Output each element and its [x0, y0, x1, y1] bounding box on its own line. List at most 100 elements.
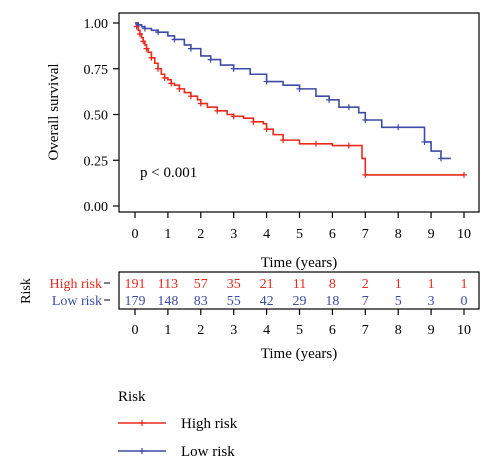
- censor-mark: [326, 96, 333, 103]
- x-tick-label: 6: [329, 227, 336, 242]
- risk-count: 18: [325, 294, 339, 309]
- x-tick-label: 7: [362, 227, 369, 242]
- x-tick-label: 0: [132, 227, 139, 242]
- risk-x-ticks: 0 1 2 3 4 5 6 7 8 9 10: [132, 309, 471, 338]
- censor-mark: [148, 54, 155, 61]
- x-tick-label: 7: [362, 323, 369, 338]
- censor-mark: [230, 65, 237, 72]
- survival-curve-low-risk: [135, 22, 451, 160]
- risk-count: 8: [329, 277, 336, 292]
- km-x-axis-label: Time (years): [261, 255, 338, 271]
- x-tick-label: 4: [263, 227, 270, 242]
- censor-mark: [187, 93, 194, 100]
- risk-count: 21: [260, 277, 274, 292]
- x-tick-label: 2: [197, 227, 204, 242]
- x-tick-label: 9: [428, 323, 435, 338]
- survival-curve-high-risk: [135, 22, 464, 176]
- x-tick-label: 2: [197, 323, 204, 338]
- censor-mark: [362, 171, 369, 178]
- legend-censor-mark: [139, 448, 145, 454]
- y-tick-label: 1.00: [84, 17, 109, 32]
- censor-mark: [395, 124, 402, 131]
- x-tick-label: 3: [230, 323, 237, 338]
- censor-mark: [421, 138, 428, 145]
- censor-mark: [296, 85, 303, 92]
- censor-mark: [176, 85, 183, 92]
- x-tick-label: 0: [132, 323, 139, 338]
- censor-mark: [312, 140, 319, 147]
- censor-mark: [136, 30, 143, 37]
- censor-mark: [135, 21, 142, 28]
- x-tick-label: 6: [329, 323, 336, 338]
- risk-row-label: Low risk: [52, 294, 102, 309]
- p-value-annotation: p < 0.001: [140, 165, 197, 181]
- x-tick-label: 8: [395, 227, 402, 242]
- km-y-ticks: 0.00 0.25 0.50 0.75 1.00: [84, 17, 119, 215]
- censor-mark: [345, 104, 352, 111]
- risk-count: 0: [461, 294, 468, 309]
- censor-mark: [197, 100, 204, 107]
- legend: Risk High risk Low risk: [118, 389, 238, 460]
- risk-count: 29: [293, 294, 307, 309]
- risk-count: 1: [428, 277, 435, 292]
- risk-count: 42: [260, 294, 274, 309]
- censor-mark: [230, 113, 237, 120]
- risk-table-title: Risk: [19, 278, 34, 304]
- risk-count: 55: [227, 294, 241, 309]
- risk-count: 148: [157, 294, 178, 309]
- y-tick-label: 0.75: [84, 63, 109, 78]
- censor-mark: [437, 155, 444, 162]
- x-tick-label: 8: [395, 323, 402, 338]
- risk-count: 11: [293, 277, 306, 292]
- km-x-ticks: 0 1 2 3 4 5 6 7 8 9 10: [132, 212, 471, 242]
- censor-mark: [207, 56, 214, 63]
- risk-count: 179: [125, 294, 146, 309]
- km-y-axis-label: Overall survival: [46, 63, 62, 160]
- censor-mark: [263, 78, 270, 85]
- risk-count: 1: [395, 277, 402, 292]
- censor-mark: [187, 45, 194, 52]
- y-tick-label: 0.25: [84, 154, 109, 169]
- x-tick-label: 5: [296, 227, 303, 242]
- risk-count: 83: [194, 294, 208, 309]
- y-tick-label: 0.00: [84, 200, 109, 215]
- censor-mark: [155, 29, 162, 36]
- censor-mark: [171, 36, 178, 43]
- censor-mark: [155, 65, 162, 72]
- risk-count: 57: [194, 277, 208, 292]
- censor-mark: [280, 137, 287, 144]
- censor-mark: [250, 118, 257, 125]
- censor-mark: [168, 80, 175, 87]
- risk-count: 2: [362, 277, 369, 292]
- x-tick-label: 10: [457, 227, 471, 242]
- censor-mark: [362, 116, 369, 123]
- censor-mark: [140, 38, 147, 45]
- censor-mark: [141, 25, 148, 32]
- censor-mark: [263, 126, 270, 133]
- risk-x-axis-label: Time (years): [261, 346, 338, 362]
- km-plot-frame: [118, 12, 480, 213]
- censor-mark: [461, 171, 467, 178]
- risk-count: 113: [158, 277, 178, 292]
- risk-count: 191: [125, 277, 146, 292]
- legend-title: Risk: [118, 389, 146, 405]
- censor-mark: [143, 45, 150, 52]
- y-tick-label: 0.50: [84, 109, 109, 124]
- x-tick-label: 10: [457, 323, 471, 338]
- x-tick-label: 4: [263, 323, 270, 338]
- risk-count: 5: [395, 294, 402, 309]
- x-tick-label: 5: [296, 323, 303, 338]
- risk-count: 35: [227, 277, 241, 292]
- censor-mark: [161, 74, 168, 81]
- legend-label: Low risk: [181, 444, 235, 460]
- x-tick-label: 1: [164, 323, 171, 338]
- km-curves: [133, 21, 467, 178]
- legend-items: High risk Low risk: [118, 416, 238, 460]
- km-plot-panel: 0.00 0.25 0.50 0.75 1.00 0 1 2 3 4 5 6 7 8 9 10 Overal…: [46, 12, 480, 271]
- censor-mark: [214, 107, 221, 114]
- x-tick-label: 9: [428, 227, 435, 242]
- censor-mark: [345, 142, 352, 149]
